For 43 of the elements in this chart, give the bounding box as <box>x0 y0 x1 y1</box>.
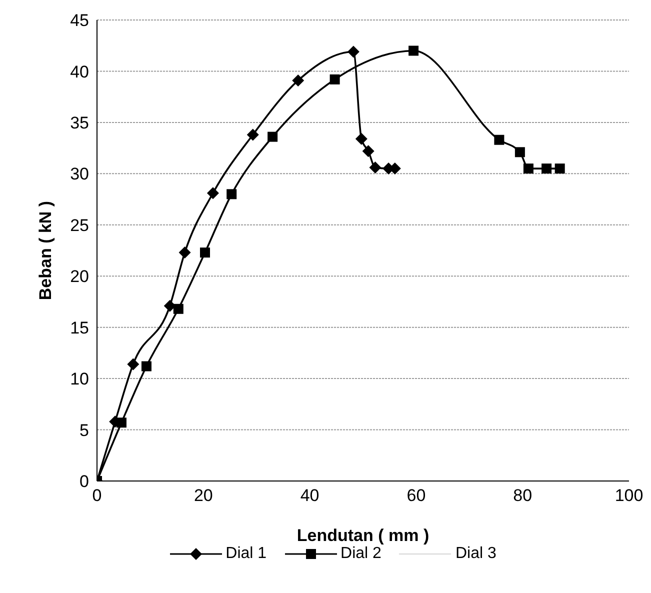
point <box>226 189 237 200</box>
point <box>268 132 278 142</box>
y-tick-label: 15 <box>70 318 89 338</box>
point <box>494 134 504 145</box>
x-tick-label: 60 <box>406 486 426 506</box>
legend-label: Dial 2 <box>340 545 382 563</box>
point <box>408 46 419 56</box>
point <box>127 358 140 370</box>
y-tick-label: 0 <box>80 472 89 492</box>
point <box>330 74 340 84</box>
x-axis-title: Lendutan ( mm ) <box>296 526 430 545</box>
y-tick-label: 10 <box>70 370 89 389</box>
y-axis-title: Beban ( kN ) <box>36 200 56 300</box>
point <box>200 248 210 258</box>
point <box>362 145 374 158</box>
x-tick-label: 0 <box>92 486 102 506</box>
point <box>292 74 304 86</box>
point <box>178 246 191 259</box>
y-tick-label: 20 <box>70 267 89 286</box>
x-tick-label: 100 <box>614 486 644 506</box>
point <box>141 361 152 372</box>
point <box>206 187 219 200</box>
point <box>246 128 259 141</box>
point <box>542 164 552 174</box>
point <box>355 132 368 145</box>
point <box>554 164 565 174</box>
point <box>369 162 382 174</box>
x-tick-label: 40 <box>300 486 320 506</box>
y-tick-label: 25 <box>70 216 89 235</box>
x-tick-label: 80 <box>513 486 532 506</box>
point <box>347 46 360 58</box>
point <box>514 147 525 158</box>
y-tick-label: 40 <box>70 62 89 82</box>
legend-label: Dial 3 <box>455 545 496 563</box>
point <box>116 418 126 428</box>
y-tick-label: 45 <box>70 11 89 30</box>
x-tick-label: 20 <box>194 486 213 506</box>
y-tick-label: 5 <box>80 420 89 440</box>
legend-label: Dial 1 <box>226 545 267 563</box>
point <box>173 304 184 314</box>
y-tick-label: 30 <box>70 164 89 184</box>
y-tick-label: 35 <box>70 113 89 132</box>
point <box>523 164 534 174</box>
